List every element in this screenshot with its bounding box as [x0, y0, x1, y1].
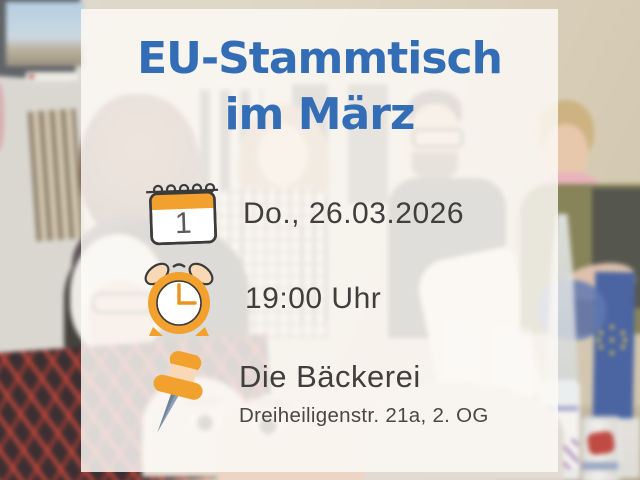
- alarm-clock-icon: [144, 262, 214, 336]
- pushpin-icon: [153, 350, 203, 433]
- venue-name: Die Bäckerei: [239, 359, 421, 394]
- place-row: Die Bäckerei Dreiheiligenstr. 21a, 2. OG: [139, 347, 489, 439]
- event-time: 19:00 Uhr: [245, 282, 382, 315]
- time-row: 19:00 Uhr: [137, 259, 381, 339]
- event-title-line1: EU-Stammtisch: [137, 33, 503, 84]
- event-title: EU-Stammtisch im März: [81, 9, 558, 143]
- venue-address: Dreiheiligenstr. 21a, 2. OG: [239, 404, 489, 427]
- event-date: Do., 26.03.2026: [243, 197, 465, 230]
- calendar-day-number: 1: [174, 207, 192, 241]
- venue-block: Die Bäckerei Dreiheiligenstr. 21a, 2. OG: [239, 347, 489, 428]
- calendar-icon: 1: [146, 182, 219, 246]
- date-row: 1 Do., 26.03.2026: [145, 177, 464, 251]
- event-info-panel: EU-Stammtisch im März 1 Do., 26.03.202: [81, 9, 558, 472]
- event-title-line2: im März: [224, 89, 415, 140]
